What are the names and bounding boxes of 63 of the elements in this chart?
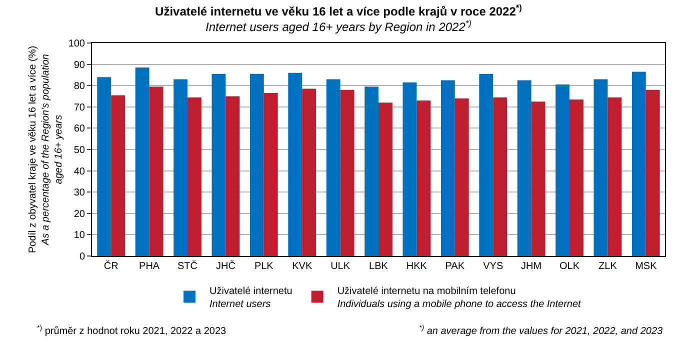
y-tick-label: 0 [79,252,86,262]
bar [440,80,455,256]
bar [632,72,646,256]
y-tick-label: 40 [74,166,86,178]
bar [479,74,494,256]
bar [226,96,240,256]
bar [135,68,150,256]
x-tick-label: OLK [559,261,580,272]
y-tick-label: 80 [74,81,86,92]
x-tick-label: VYS [483,261,504,272]
bar [188,97,202,256]
chart-subtitle: Internet users aged 16+ years by Region in 2022$^{*)}$ [206,18,472,34]
bar [556,84,570,256]
x-tick-label: LBK [369,261,388,272]
bar [174,79,188,256]
bar [454,98,469,256]
x-tick-label: ULK [330,261,350,272]
y-tick-label: 30 [74,188,86,199]
x-tick-label: PAK [445,261,465,272]
x-tick-label: JHČ [216,260,236,272]
bar [531,102,546,256]
bar [378,102,392,256]
x-tick-label: JHM [521,261,542,272]
bar [264,93,278,256]
y-tick-label: 50 [74,145,86,156]
x-tick-label: PHA [139,261,160,272]
x-tick-label: PLK [254,261,274,272]
x-tick-label: MSK [635,261,658,272]
text: $^{*)}$ průměr z hodnot roku 2021, 2022 a 2023 [37,324,227,338]
x-tick-label: STČ [178,260,198,272]
x-tick-label: HKK [406,261,428,272]
legend-label: Uživatelé internetu Internet users [210,286,292,310]
bar [250,74,264,256]
y-tick-label: 60 [74,124,86,135]
y-tick-label: 10 [74,230,86,242]
text: $^{*)}$ an average from the values for 2021, 2022, and 2023 [419,324,663,338]
bar [111,95,126,256]
bar [594,79,608,256]
bar [288,72,302,256]
bar [364,86,378,256]
x-tick-label: ZLK [598,261,618,272]
x-tick-label: KVK [292,261,312,272]
bar [302,88,316,256]
y-tick-label: 70 [74,102,86,114]
chart-title: Uživatelé internetu ve věku 16 let a více podle krajů v roce 2022$^{*)}$ [155,2,522,18]
y-tick-label: 100 [68,38,86,50]
bar [493,97,508,256]
bar [149,86,164,256]
bar [517,80,532,256]
bar [402,82,417,256]
y-tick-label: 20 [74,208,86,220]
y-tick-label: 90 [74,60,86,71]
bar [570,99,584,256]
y-axis-title: Podíl z obyvatel kraje ve věku 16 let a více (%) As a percentage of the Region's population aged 16+ years [27,46,64,254]
bar [340,90,354,256]
bar [97,77,112,256]
bar [608,97,622,256]
bar [416,100,431,256]
bar [646,90,660,256]
bar [212,74,226,256]
x-tick-label: ČR [104,260,118,272]
bar [326,79,340,256]
legend-label: Uživatelé internetu na mobilním telefonu Individuals using a mobile phone to access the Internet [337,286,582,310]
